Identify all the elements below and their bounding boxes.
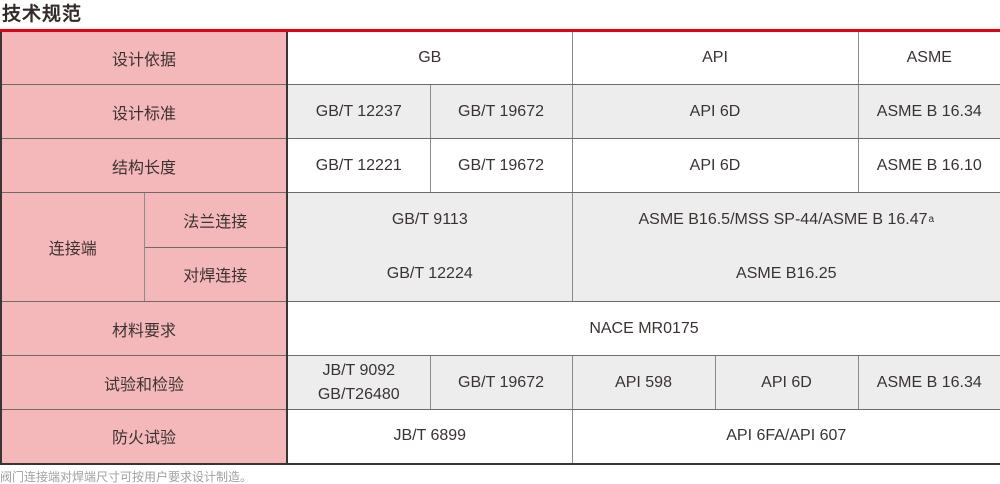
design-standard-gb2: GB/T 19672: [429, 84, 573, 139]
connection-gb-buttweld: GB/T 12224: [386, 265, 473, 282]
design-standard-asme: ASME B 16.34: [857, 84, 1000, 139]
test-label: 试验和检验: [0, 355, 289, 410]
test-api1: API 598: [571, 355, 716, 410]
test-api2: API 6D: [714, 355, 859, 410]
connection-gb-values: GB/T 9113 GB/T 12224: [286, 192, 573, 302]
connection-intl-flange-text: ASME B16.5/MSS SP-44/ASME B 16.47: [638, 211, 928, 228]
row-connection-flange: 连接端 法兰连接 GB/T 9113 GB/T 12224 ASME B16.5…: [0, 192, 1000, 302]
connection-intl-buttweld: ASME B16.25: [736, 265, 837, 282]
row-test: 试验和检验 JB/T 9092 GB/T26480 GB/T 19672 API…: [0, 355, 1000, 410]
row-structure-length: 结构长度 GB/T 12221 GB/T 19672 API 6D ASME B…: [0, 138, 1000, 193]
test-gb2: GB/T 19672: [429, 355, 573, 410]
connection-intl-values: ASME B16.5/MSS SP-44/ASME B 16.47 a ASME …: [571, 192, 1000, 302]
table-footnote: 阀门连接端对焊端尺寸可按用户要求设计制造。: [0, 469, 253, 484]
design-standard-label: 设计标准: [0, 84, 289, 139]
structure-length-gb2: GB/T 19672: [429, 138, 573, 193]
design-standard-gb1: GB/T 12237: [286, 84, 431, 139]
row-material: 材料要求 NACE MR0175: [0, 301, 1000, 356]
connection-flange-label: 法兰连接: [143, 192, 289, 248]
row-design-standard: 设计标准 GB/T 12237 GB/T 19672 API 6D ASME B…: [0, 84, 1000, 139]
page-title: 技术规范: [2, 4, 83, 25]
row-fire: 防火试验 JB/T 6899 API 6FA/API 607: [0, 409, 1000, 464]
fire-label: 防火试验: [0, 409, 289, 464]
connection-gb-flange: GB/T 9113: [391, 211, 468, 228]
structure-length-api: API 6D: [571, 138, 859, 193]
connection-intl-flange: ASME B16.5/MSS SP-44/ASME B 16.47 a: [638, 211, 935, 228]
structure-length-gb1: GB/T 12221: [286, 138, 431, 193]
row-design-basis: 设计依据 GB API ASME: [0, 30, 1000, 85]
fire-intl: API 6FA/API 607: [571, 409, 1000, 464]
design-basis-asme: ASME: [857, 30, 1000, 85]
design-basis-api: API: [571, 30, 859, 85]
connection-buttweld-label: 对焊连接: [143, 246, 289, 302]
test-asme: ASME B 16.34: [857, 355, 1000, 410]
material-value: NACE MR0175: [286, 301, 1000, 356]
connection-label: 连接端: [0, 192, 145, 302]
row-connection-buttweld: 对焊连接: [1, 246, 1000, 302]
test-gb1: JB/T 9092 GB/T26480: [286, 355, 431, 410]
spec-table: 设计依据 GB API ASME 设计标准 GB/T 12237 GB/T 19…: [0, 29, 1000, 465]
structure-length-asme: ASME B 16.10: [857, 138, 1000, 193]
test-gb1-line1: JB/T 9092: [322, 361, 396, 379]
material-label: 材料要求: [0, 301, 289, 356]
structure-length-label: 结构长度: [0, 138, 289, 193]
test-gb1-line2: GB/T26480: [317, 385, 400, 403]
design-standard-api: API 6D: [571, 84, 859, 139]
design-basis-label: 设计依据: [0, 30, 289, 85]
design-basis-gb: GB: [286, 30, 573, 85]
fire-gb: JB/T 6899: [286, 409, 573, 464]
